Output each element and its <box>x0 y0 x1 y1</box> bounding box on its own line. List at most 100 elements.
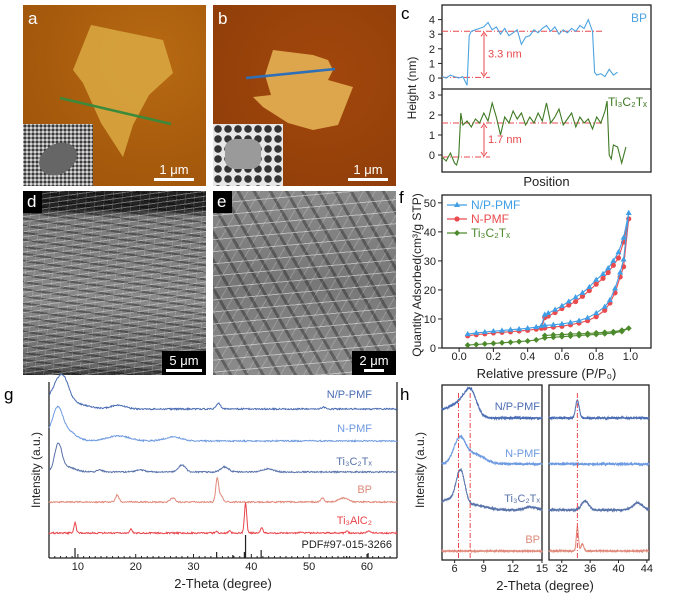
x-tick-label: 0.0 <box>451 351 466 363</box>
scale-bar-d: 5 μm <box>162 351 206 375</box>
xrd-zoom-pattern <box>548 461 650 467</box>
arrow-heads <box>480 123 488 157</box>
series-label: Ti₃C₂Tₓ <box>504 493 540 505</box>
data-point <box>605 269 611 276</box>
data-point <box>558 320 565 326</box>
legend-marker <box>454 216 460 222</box>
legend-marker <box>454 230 460 236</box>
series-label: N-PMF <box>337 423 372 435</box>
y-tick-label: 4 <box>429 15 435 27</box>
x-tick-label: 1.0 <box>623 351 638 363</box>
x-tick-label: 50 <box>303 561 315 573</box>
data-point <box>612 285 619 291</box>
data-point <box>593 309 600 316</box>
data-point <box>576 330 583 337</box>
data-point <box>524 338 531 345</box>
xrd-zoom-pattern <box>441 548 543 554</box>
data-point <box>464 342 471 349</box>
data-point <box>601 329 608 336</box>
xrd-pattern <box>48 405 398 443</box>
arrow-heads <box>480 31 488 78</box>
height-annotation: 3.3 nm <box>488 48 522 60</box>
data-point <box>498 327 505 333</box>
x-tick-label: 6 <box>452 563 458 575</box>
scale-bar-text: 1 μm <box>353 162 383 177</box>
data-point <box>600 270 607 276</box>
data-point <box>552 306 559 312</box>
data-point <box>618 327 625 334</box>
y-axis-title: Quantity Adsorbed(cm³/g STP) <box>410 193 424 356</box>
series-label: Ti₃C₂Tₓ <box>608 95 647 109</box>
panel-label-h: h <box>400 385 409 404</box>
y-tick-label: 50 <box>424 198 436 210</box>
data-point <box>550 321 557 327</box>
x-tick-label: 30 <box>187 561 199 573</box>
data-point <box>586 287 592 294</box>
data-point <box>625 209 632 215</box>
y-tick-label: 1 <box>429 130 435 142</box>
data-point <box>620 256 627 262</box>
data-point <box>507 326 514 332</box>
data-point <box>541 332 548 339</box>
y-tick-label: 30 <box>424 256 436 268</box>
afm-profile-line <box>59 96 172 126</box>
reference-label: PDF#97-015-3266 <box>301 539 392 551</box>
xrd-pattern <box>48 502 398 535</box>
panel-label-c: c <box>401 4 410 23</box>
data-point <box>593 314 599 320</box>
xrd-zoom-pattern <box>548 526 650 554</box>
data-point <box>507 339 514 346</box>
x-tick-label: 40 <box>612 563 624 575</box>
xrd-zoom-pattern <box>548 399 650 421</box>
data-point <box>533 336 540 343</box>
sem-image-magnified: e 2 μm <box>213 191 396 375</box>
data-point <box>558 331 565 338</box>
data-point <box>586 283 593 290</box>
x-tick-label: 0.8 <box>589 351 604 363</box>
data-point <box>541 311 548 317</box>
panel-label-g: g <box>4 385 13 404</box>
series-label: Ti₃C₂Tₓ <box>336 456 372 468</box>
data-point <box>600 275 606 281</box>
bp-flake <box>73 25 173 157</box>
data-point <box>610 257 617 263</box>
y-tick-label: 2 <box>429 110 435 122</box>
data-point <box>498 339 505 346</box>
xrd-zoom-axes-right <box>548 384 650 561</box>
data-point <box>490 340 497 347</box>
y-axis-title: Intensity (a.u.) <box>29 432 43 508</box>
data-point <box>593 281 599 287</box>
scale-bar-e: 2 μm <box>352 351 396 375</box>
data-point <box>610 262 616 268</box>
data-point <box>573 298 579 305</box>
series-label: N-PMF <box>505 448 540 460</box>
data-point <box>601 303 608 309</box>
data-point <box>593 329 600 336</box>
xrd-zoom-axes-left <box>441 384 543 561</box>
y-tick-label: 3 <box>429 90 435 102</box>
panel-label-b: b <box>218 9 228 28</box>
x-axis-title: 2-Theta (degree) <box>174 576 272 591</box>
y-tick-label: 3 <box>429 29 435 41</box>
panel-label-a: a <box>28 9 38 28</box>
data-point <box>576 317 583 323</box>
sem-inset-b <box>213 124 283 186</box>
data-point <box>615 248 622 255</box>
y-axis-title: Height (nm) <box>405 57 419 120</box>
x-tick-label: 36 <box>584 563 596 575</box>
xrd-zoom-pattern <box>548 499 650 514</box>
scale-bar-text: 1 μm <box>159 162 189 177</box>
data-point <box>584 314 591 320</box>
x-tick-label: 0.4 <box>520 351 535 363</box>
sem-inset-a <box>23 124 93 186</box>
legend-marker <box>454 201 460 207</box>
legend-label: Ti₃C₂Tₓ <box>471 226 510 240</box>
xrd-pattern <box>48 373 398 411</box>
x-tick-label: 0.2 <box>486 351 501 363</box>
scale-bar-text: 5 μm <box>169 353 199 368</box>
xrd-pattern <box>48 442 398 475</box>
isotherm-axes-frame <box>441 194 652 349</box>
x-tick-label: 15 <box>536 563 548 575</box>
series-label: Ti₃AlC₂ <box>337 515 372 527</box>
data-point <box>567 331 574 338</box>
